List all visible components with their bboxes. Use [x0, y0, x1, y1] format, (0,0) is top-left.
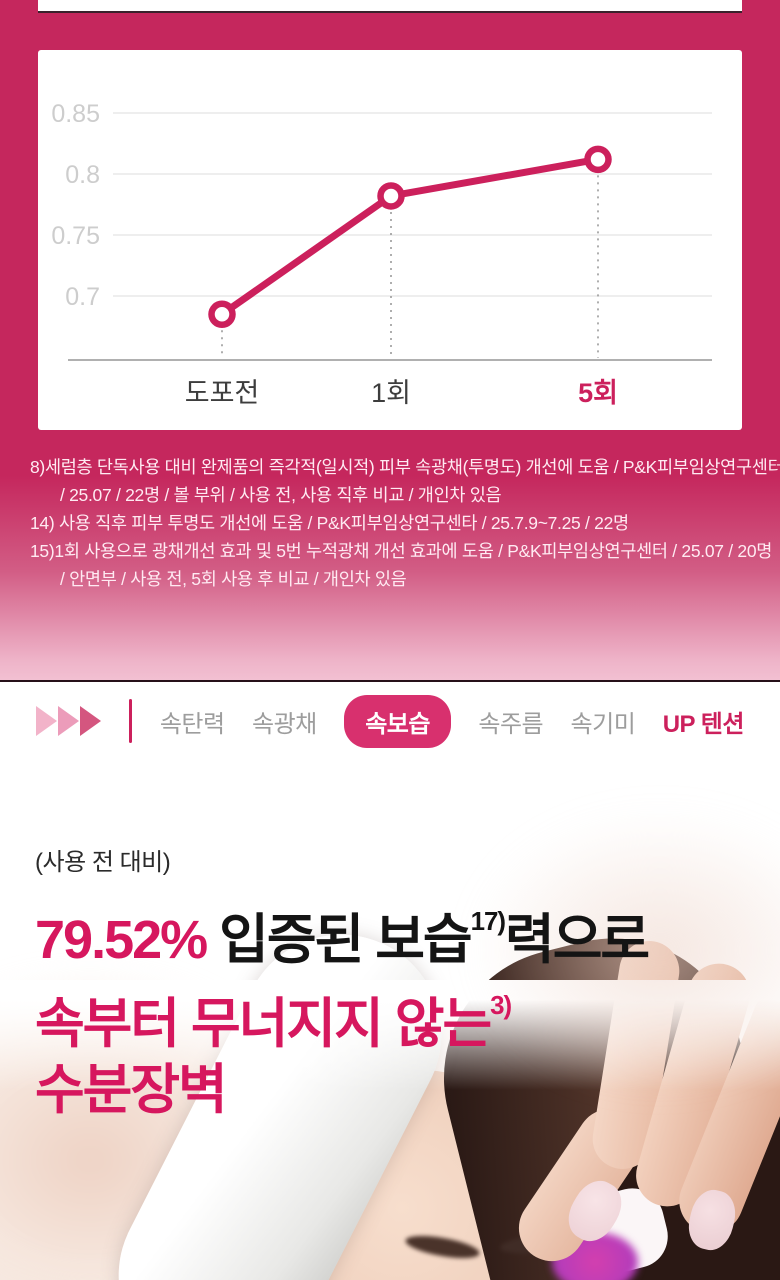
- data-point: [208, 300, 236, 329]
- footnote-line: 14) 사용 직후 피부 투명도 개선에 도움 / P&K피부임상연구센타 / …: [30, 513, 629, 533]
- headline-text: 력으로: [505, 910, 650, 970]
- y-tick-label: 0.7: [65, 283, 100, 311]
- tab-inner-blemish[interactable]: 속기미: [571, 704, 636, 739]
- arrow-right-icon: [80, 706, 101, 736]
- footnote-ref: 17): [470, 908, 506, 936]
- x-category-label: 도포전: [185, 378, 260, 408]
- headline-line-3: 수분장벽: [35, 1060, 228, 1120]
- footnotes: 8)세럼층 단독사용 대비 완제품의 즉각적(일시적) 피부 속광채(투명도) …: [30, 453, 780, 593]
- background-blush-glow: [470, 810, 780, 1090]
- data-point: [584, 145, 612, 174]
- tab-inner-moisture-active[interactable]: 속보습: [344, 694, 451, 748]
- tab-bar-divider-line: [129, 699, 133, 743]
- tab-inner-elasticity[interactable]: 속탄력: [160, 704, 225, 739]
- headline-text: 속부터 무너지지 않는: [35, 994, 492, 1054]
- headline-context: (사용 전 대비): [35, 849, 171, 876]
- footnote-line: / 안면부 / 사용 전, 5회 사용 후 비교 / 개인차 있음: [60, 569, 407, 589]
- footnote-line: 15)1회 사용으로 광채개선 효과 및 5번 누적광채 개선 효과에 도움 /…: [30, 541, 773, 561]
- section-divider-line: [0, 680, 780, 682]
- moisture-hero-section: (사용 전 대비) 79.52% 입증된 보습17)력으로 속부터 무너지지 않는…: [0, 760, 780, 1280]
- data-point: [377, 182, 405, 210]
- series-line: [218, 155, 602, 318]
- footnote-line: / 25.07 / 22명 / 볼 부위 / 사용 전, 사용 직후 비교 / …: [60, 485, 502, 505]
- headline-line-2: 속부터 무너지지 않는3): [35, 973, 648, 1057]
- footnote-line: 8)세럼층 단독사용 대비 완제품의 즉각적(일시적) 피부 속광채(투명도) …: [30, 457, 780, 477]
- tab-inner-radiance[interactable]: 속광채: [252, 704, 317, 739]
- footnote-ref: 3): [490, 992, 512, 1020]
- previous-card-bottom-edge: [38, 0, 742, 13]
- arrow-right-icon: [58, 706, 79, 736]
- arrow-right-icon: [36, 706, 57, 736]
- tab-inner-wrinkle[interactable]: 속주름: [478, 704, 543, 739]
- x-category-label: 5회: [578, 378, 618, 408]
- headline-line-1: 79.52% 입증된 보습17)력으로: [35, 889, 650, 973]
- y-tick-label: 0.85: [51, 100, 100, 128]
- feature-tab-bar: 속탄력 속광채 속보습 속주름 속기미 UP 텐션: [0, 682, 780, 760]
- stat-value: 79.52%: [35, 910, 208, 970]
- headline-text: 입증된 보습: [219, 910, 472, 970]
- y-tick-label: 0.75: [51, 222, 100, 250]
- clinical-results-section: 0.85 0.8 0.75 0.7 도포전 1회 5회 8)세럼층 단독사용 대비 완제품의…: [0, 0, 780, 680]
- x-category-label: 1회: [371, 378, 411, 408]
- transparency-line-chart: 0.85 0.8 0.75 0.7 도포전 1회 5회: [51, 100, 712, 408]
- triple-arrow-icon: [36, 706, 102, 736]
- chart-card: 0.85 0.8 0.75 0.7 도포전 1회 5회: [38, 50, 742, 430]
- y-tick-label: 0.8: [65, 161, 100, 189]
- headline-block: (사용 전 대비) 79.52% 입증된 보습17)력으로 속부터 무너지지 않는…: [35, 842, 650, 1123]
- tab-up-tension[interactable]: UP 텐션: [663, 704, 745, 739]
